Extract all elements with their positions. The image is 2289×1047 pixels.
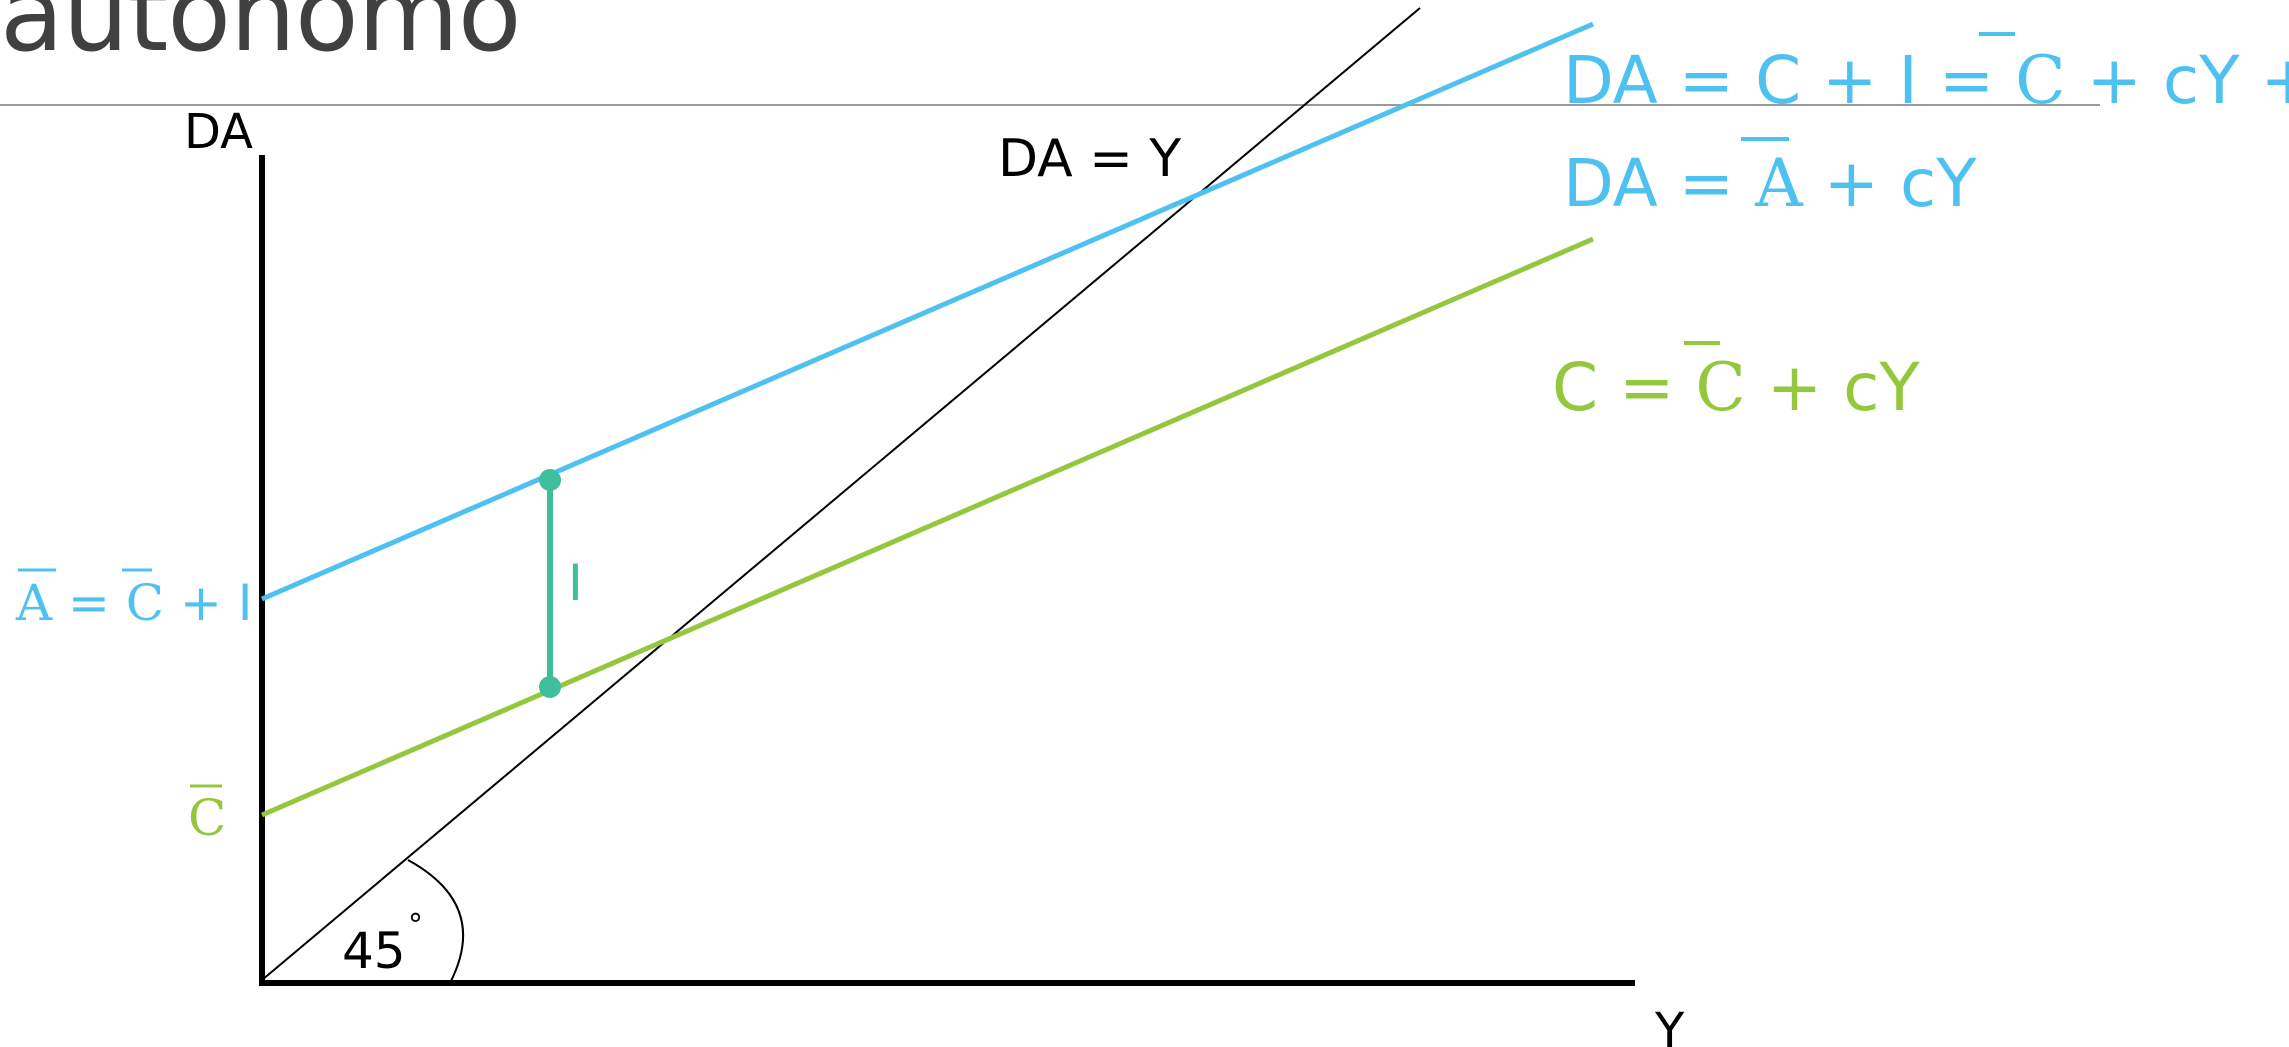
equation-da-short-rhs: + cY bbox=[1803, 145, 1978, 222]
equation-da-short-lhs: DA = bbox=[1563, 145, 1755, 222]
a-bar-rhs: + I bbox=[164, 574, 252, 632]
equation-consumption-rhs: + cY bbox=[1746, 349, 1921, 426]
equation-consumption-bar: C bbox=[1695, 349, 1746, 426]
equation-da-full: DA = C + I = C + cY + I bbox=[1563, 42, 2289, 119]
c-point bbox=[539, 676, 561, 698]
page-title: autonomo bbox=[0, 0, 522, 75]
degree-symbol: ° bbox=[408, 908, 423, 943]
angle-arc bbox=[407, 859, 465, 984]
aggregate-demand-line bbox=[261, 21, 1594, 602]
equation-da-full-rhs: + cY + I bbox=[2066, 42, 2289, 119]
ad-point bbox=[539, 469, 561, 491]
angle-label: 45 bbox=[342, 922, 406, 980]
identity-line-label: DA = Y bbox=[998, 129, 1181, 189]
equation-da-full-bar: C bbox=[2015, 42, 2066, 119]
equation-consumption-lhs: C = bbox=[1552, 349, 1695, 426]
x-axis-label: Y bbox=[1654, 1003, 1685, 1047]
a-bar-symbol: A bbox=[15, 574, 53, 632]
c-bar-intercept-label: C bbox=[188, 789, 226, 847]
title-divider bbox=[0, 104, 2100, 106]
equation-consumption: C = C + cY bbox=[1552, 349, 1920, 426]
c-bar-symbol: C bbox=[126, 574, 164, 632]
consumption-line bbox=[261, 236, 1594, 818]
a-bar-equals: = bbox=[52, 574, 126, 632]
identity-line bbox=[261, 7, 1421, 981]
y-axis-label: DA bbox=[184, 104, 253, 160]
investment-label: I bbox=[568, 554, 583, 612]
equation-da-short: DA = A + cY bbox=[1563, 145, 1977, 222]
equation-da-short-bar: A bbox=[1754, 145, 1804, 222]
a-bar-intercept-label: A = C + I bbox=[15, 574, 253, 632]
equation-da-full-lhs: DA = C + I = bbox=[1563, 42, 2015, 119]
